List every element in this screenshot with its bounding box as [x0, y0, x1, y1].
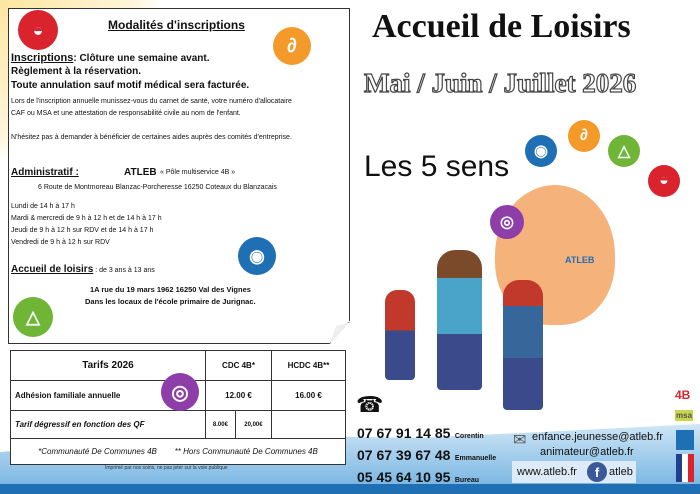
- note-cdc: *Communauté De Communes 4B: [38, 447, 157, 456]
- row-qf-label: Tarif dégressif en fonction des QF: [10, 410, 206, 439]
- facebook-icon[interactable]: f: [587, 462, 607, 482]
- facebook-name[interactable]: atleb: [609, 466, 633, 478]
- accueil-address-1: 1A rue du 19 mars 1962 16250 Val des Vig…: [90, 285, 251, 294]
- accueil-label: Accueil de loisirs: [11, 264, 94, 275]
- note-hcdc: ** Hors Communauté De Communes 4B: [174, 447, 318, 456]
- website-link[interactable]: www.atleb.fr: [517, 466, 577, 478]
- hand-eye-icon: ◉: [525, 135, 557, 167]
- phone-number[interactable]: 05 45 64 10 95: [357, 469, 451, 485]
- info-line-3: N'hésitez pas à demander à bénéficier de…: [11, 134, 292, 141]
- admin-org: ATLEB: [124, 167, 157, 178]
- email-icon: ✉: [513, 432, 527, 449]
- info-line-1: Lors de l'inscription annuelle munissez-…: [11, 98, 292, 105]
- info-line-2: CAF ou MSA et une attestation de respons…: [11, 110, 241, 117]
- row-adhesion-cdc: 12.00 €: [205, 380, 272, 411]
- phone-icon: ☎: [356, 392, 384, 417]
- logo-msa: msa: [675, 410, 694, 421]
- theme: Les 5 sens: [364, 150, 510, 183]
- page-title: Accueil de Loisirs: [372, 8, 631, 45]
- row-qf-min: 8.00€: [205, 410, 236, 439]
- logo-caf: [676, 430, 694, 450]
- phone-list: 07 67 91 14 85 Corentin 07 67 39 67 48 E…: [357, 424, 496, 490]
- col-cdc: CDC 4B*: [205, 350, 272, 381]
- hand-logo: ATLEB: [565, 255, 595, 265]
- opening-hours: Lundi de 14 h à 17 h Mardi & mercredi de…: [11, 201, 162, 249]
- phone-contact: Corentin: [454, 433, 484, 440]
- row-adhesion-hcdc: 16.00 €: [271, 380, 346, 411]
- phone-contact: Emmanuelle: [454, 455, 497, 462]
- admin-address: 6 Route de Montmoreau Blanzac-Porcheress…: [38, 184, 277, 191]
- eye-icon: ◉: [238, 237, 276, 275]
- email-animateur[interactable]: animateur@atleb.fr: [540, 446, 634, 458]
- phone-contact: Bureau: [454, 477, 479, 484]
- background-band: [0, 484, 700, 494]
- child-1-illustration: [385, 290, 415, 380]
- footer-note: Imprimé par nos soins, ne pas jeter sur …: [105, 465, 228, 471]
- phone-number[interactable]: 07 67 39 67 48: [357, 447, 451, 463]
- hand-mouth-icon: ◒: [648, 165, 680, 197]
- child-3-illustration: [503, 280, 543, 410]
- period: Mai / Juin / Juillet 2026: [363, 67, 637, 98]
- col-hcdc: HCDC 4B**: [271, 350, 346, 381]
- annulation-text: Toute annulation sauf motif médical sera…: [11, 80, 250, 91]
- accueil-age: : de 3 ans à 13 ans: [93, 267, 155, 274]
- touch-icon: ◎: [161, 373, 199, 411]
- inscriptions-label: Inscriptions: [11, 52, 74, 64]
- hours-tue-wed: Mardi & mercredi de 9 h à 12 h et de 14 …: [11, 215, 162, 222]
- logo-republique: [676, 454, 694, 482]
- hours-friday: Vendredi de 9 h à 12 h sur RDV: [11, 239, 110, 246]
- hand-nose-icon: △: [608, 135, 640, 167]
- hours-monday: Lundi de 14 h à 17 h: [11, 203, 75, 210]
- hand-touch-icon: ◎: [490, 205, 524, 239]
- ear-icon: ∂: [273, 27, 311, 65]
- row-qf-max: 20,00€: [234, 410, 273, 439]
- modalites-title: Modalités d'inscriptions: [108, 18, 245, 32]
- admin-label: Administratif :: [11, 167, 79, 178]
- child-2-illustration: [437, 250, 482, 390]
- hours-thursday: Jeudi de 9 h à 12 h sur RDV et de 14 h à…: [11, 227, 154, 234]
- row-qf-hcdc: [271, 410, 346, 439]
- nose-icon: △: [13, 297, 53, 337]
- phone-number[interactable]: 07 67 91 14 85: [357, 425, 451, 441]
- inscriptions-text: : Clôture une semaine avant.: [73, 53, 210, 64]
- accueil-address-2: Dans les locaux de l'école primaire de J…: [85, 297, 256, 306]
- hand-ear-icon: ∂: [568, 120, 600, 152]
- email-enfance[interactable]: enfance.jeunesse@atleb.fr: [532, 431, 664, 443]
- reglement-text: Règlement à la réservation.: [11, 66, 142, 77]
- admin-pole: « Pôle multiservice 4B »: [160, 169, 236, 176]
- mouth-icon: ◒: [18, 10, 58, 50]
- logo-4b: 4B: [675, 388, 691, 402]
